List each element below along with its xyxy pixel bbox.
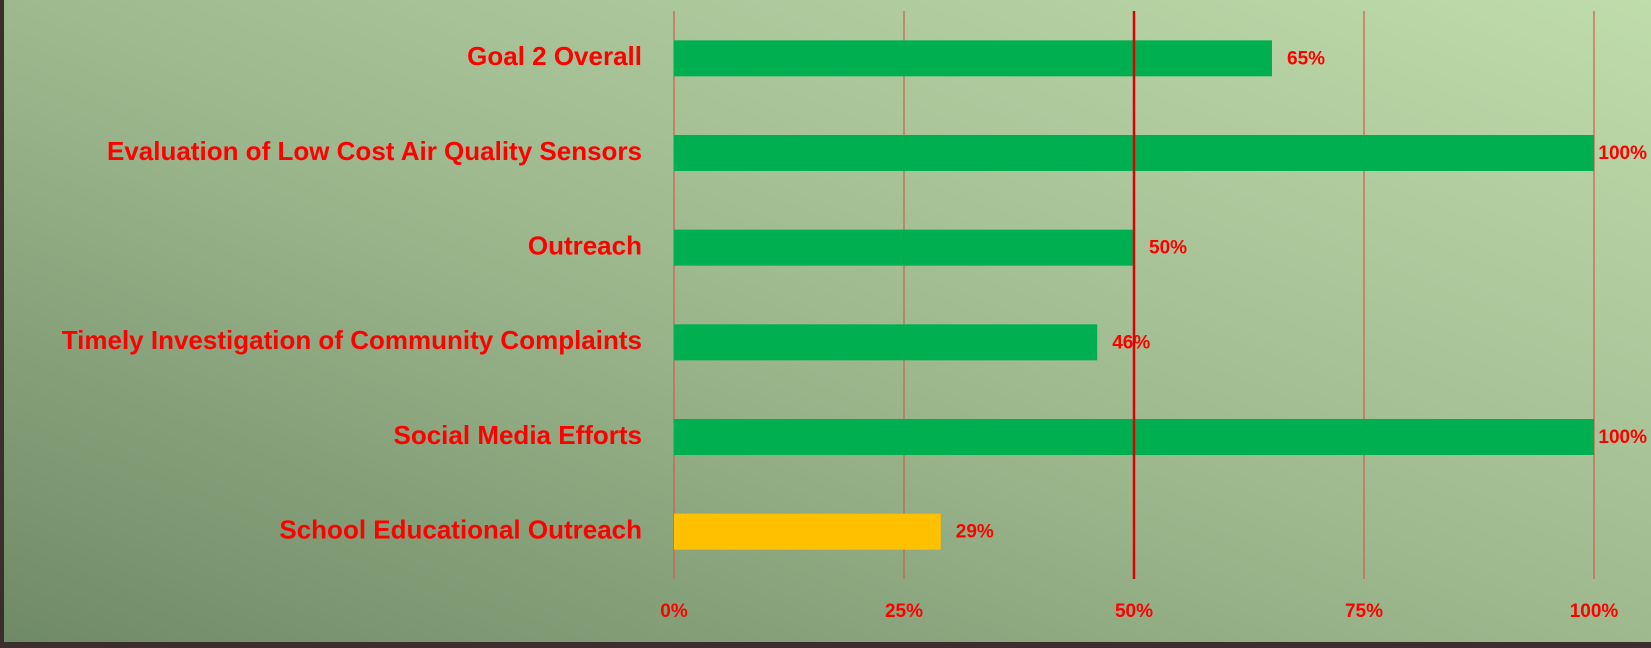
y-tick-label: Timely Investigation of Community Compla…	[62, 325, 642, 355]
x-tick-label: 50%	[1115, 601, 1153, 622]
bar	[674, 229, 1134, 266]
x-tick-label: 25%	[885, 601, 923, 622]
y-tick-label: Goal 2 Overall	[467, 41, 642, 71]
y-tick-label: Social Media Efforts	[394, 420, 643, 450]
value-label: 29%	[956, 522, 994, 543]
bar	[674, 40, 1272, 77]
x-tick-label: 75%	[1345, 601, 1383, 622]
y-tick-label: School Educational Outreach	[279, 515, 642, 545]
value-label: 100%	[1598, 427, 1647, 448]
y-tick-label: Outreach	[528, 231, 642, 261]
value-label: 100%	[1598, 143, 1647, 164]
bar	[674, 324, 1098, 361]
y-tick-label: Evaluation of Low Cost Air Quality Senso…	[107, 136, 642, 166]
x-tick-label: 0%	[660, 601, 688, 622]
value-label: 50%	[1149, 238, 1187, 259]
bar	[674, 513, 941, 550]
value-label: 65%	[1287, 48, 1325, 69]
x-tick-label: 100%	[1570, 601, 1619, 622]
value-label: 46%	[1112, 332, 1150, 353]
